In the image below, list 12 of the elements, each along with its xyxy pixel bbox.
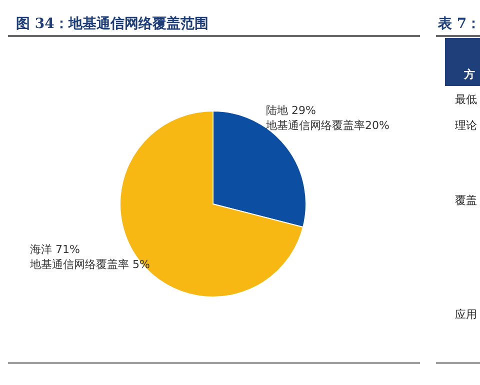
text: 应用 [455, 308, 477, 321]
chart-title: 图 34：地基通信网络覆盖范围 [16, 15, 208, 32]
text: 最低 [455, 93, 477, 106]
text: 覆盖 [455, 194, 477, 207]
slice-label: 陆地 [266, 104, 288, 117]
text: 地基通信网络覆盖率20% [266, 119, 390, 132]
data-label: 29% [291, 104, 316, 117]
slice-label: 海洋 [30, 243, 52, 256]
data-label: 71% [55, 243, 80, 256]
text: 理论 [455, 119, 477, 132]
text: 表 7： [437, 16, 480, 32]
text: 方 [463, 68, 475, 81]
